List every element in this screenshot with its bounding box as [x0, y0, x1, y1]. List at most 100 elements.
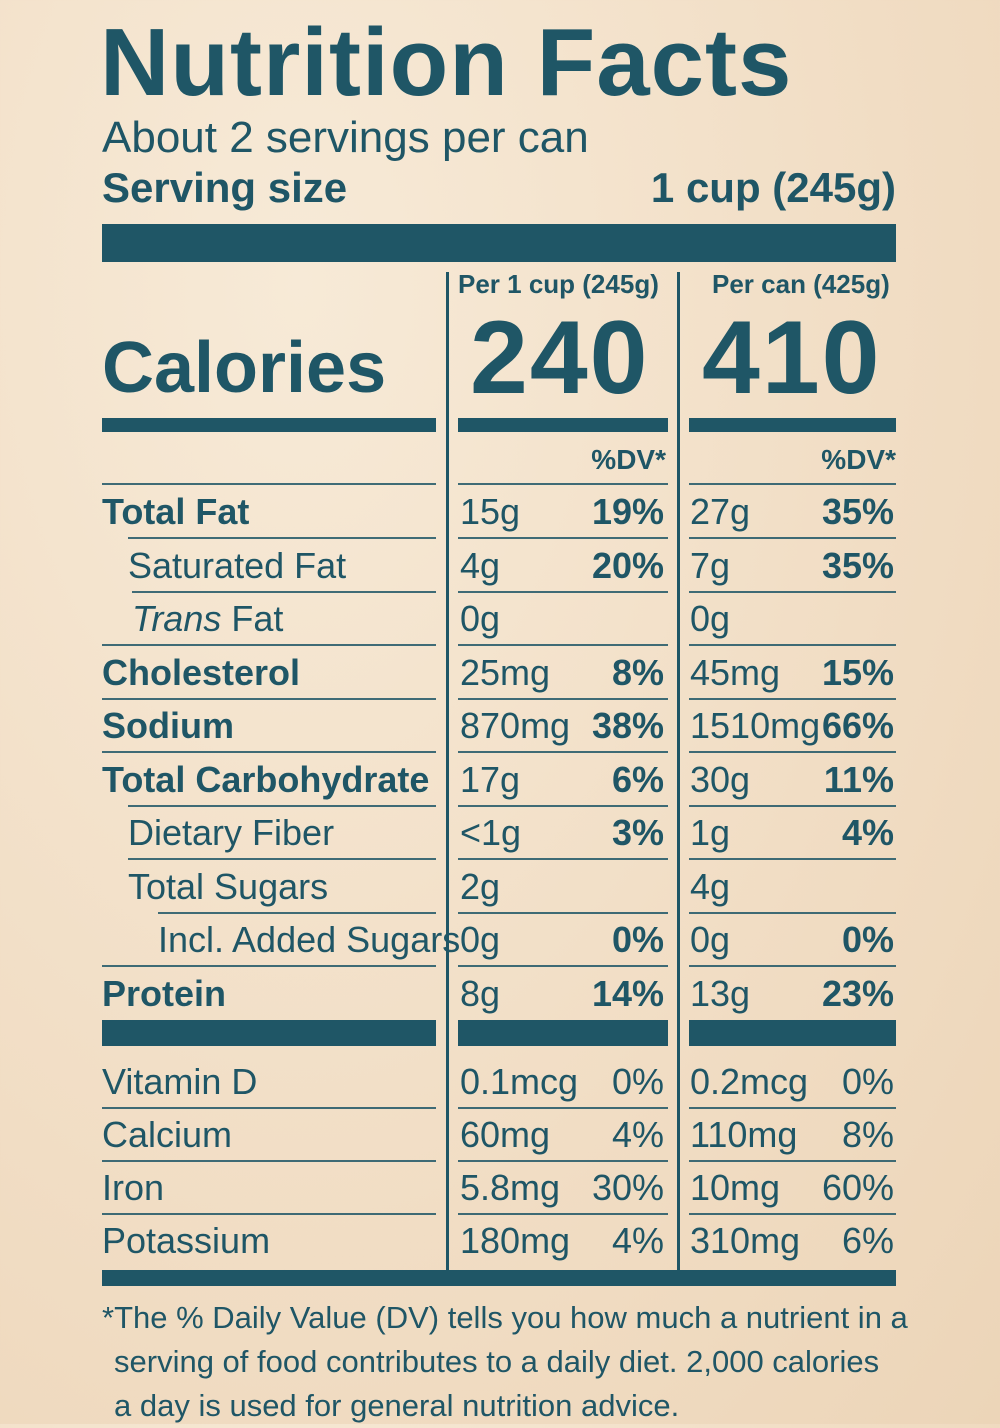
row-separator — [458, 590, 668, 593]
row-separator — [458, 858, 668, 860]
column-divider-1 — [446, 272, 449, 1272]
row-separator — [102, 751, 436, 753]
calories-bar-label — [102, 418, 436, 432]
dv-per-container: 11% — [823, 758, 894, 800]
dv-per-container: 6% — [841, 1220, 894, 1261]
micro-bar-serving — [458, 1020, 668, 1046]
nutrient-label: Total Fat — [102, 491, 250, 532]
dv-per-serving: 0% — [611, 1061, 664, 1102]
panel-title: Nutrition Facts — [100, 9, 793, 116]
row-separator — [102, 483, 436, 485]
micronutrient-label: Calcium — [102, 1114, 233, 1155]
row-separator — [458, 697, 668, 700]
row-separator — [458, 965, 668, 967]
dv-per-serving: 4% — [611, 1220, 664, 1261]
row-separator — [689, 911, 896, 914]
amount-per-serving: 0g — [460, 598, 501, 639]
servings-per-container: About 2 servings per can — [102, 113, 589, 162]
dv-per-container: 60% — [821, 1167, 894, 1208]
calories-label: Calories — [102, 328, 387, 408]
row-separator — [102, 1107, 436, 1109]
row-separator — [102, 697, 436, 700]
dv-per-container: 0% — [841, 1061, 894, 1102]
footnote-line-2: serving of food contributes to a daily d… — [114, 1344, 880, 1379]
dv-per-serving: 0% — [611, 919, 664, 960]
nutrient-label-italic: Trans — [132, 598, 222, 639]
per-serving-header: Per 1 cup (245g) — [458, 269, 659, 299]
micronutrient-label: Potassium — [102, 1220, 271, 1261]
dv-per-container: 35% — [821, 491, 894, 532]
amount-per-serving: <1g — [460, 812, 522, 853]
dv-per-serving: 38% — [591, 705, 664, 746]
amount-per-serving: 180mg — [460, 1220, 571, 1261]
footnote-line-1: *The % Daily Value (DV) tells you how mu… — [102, 1300, 908, 1335]
amount-per-serving: 0g — [460, 919, 501, 960]
footnote: *The % Daily Value (DV) tells you how mu… — [102, 1296, 908, 1428]
row-separator — [128, 537, 436, 539]
row-separator — [102, 1160, 436, 1162]
row-separator — [132, 590, 436, 593]
dv-per-serving: 4% — [611, 1114, 664, 1155]
serving-size-label: Serving size — [102, 164, 348, 211]
row-separator — [158, 911, 436, 914]
calories-bar-serving — [458, 418, 668, 432]
row-separator — [689, 1160, 896, 1162]
amount-per-container: 4g — [690, 865, 731, 907]
amount-per-container: 110mg — [690, 1114, 798, 1155]
row-separator — [458, 751, 668, 753]
micronutrient-label: Vitamin D — [102, 1061, 258, 1102]
dv-per-container: 15% — [821, 651, 894, 693]
amount-per-serving: 60mg — [460, 1114, 551, 1155]
row-separator — [458, 483, 668, 485]
dv-per-serving: 8% — [611, 651, 664, 693]
nutrient-label-text: Fat — [231, 598, 284, 639]
amount-per-container: 0.2mcg — [690, 1061, 809, 1102]
thick-divider-top — [102, 224, 896, 262]
amount-per-container: 1510mg — [690, 705, 821, 746]
nutrient-label: Cholesterol — [102, 651, 301, 693]
thick-divider-bottom — [102, 1270, 896, 1286]
dv-per-serving: 30% — [591, 1167, 664, 1208]
row-separator — [689, 1213, 896, 1215]
nutrient-label: Trans Fat — [132, 593, 283, 645]
amount-per-container: 0g — [690, 598, 731, 639]
amount-per-serving: 5.8mg — [460, 1167, 561, 1208]
dv-per-container: 66% — [821, 705, 894, 746]
calories-per-serving: 240 — [470, 300, 650, 416]
row-separator — [102, 644, 436, 646]
dv-per-container: 23% — [821, 972, 894, 1014]
amount-per-serving: 17g — [460, 758, 521, 800]
row-separator — [128, 858, 436, 860]
row-separator — [689, 804, 896, 807]
row-separator — [102, 965, 436, 967]
row-separator — [689, 751, 896, 753]
row-separator — [102, 1213, 436, 1215]
footnote-line-3: a day is used for general nutrition advi… — [114, 1388, 680, 1423]
amount-per-serving: 25mg — [460, 651, 551, 693]
row-separator — [458, 537, 668, 539]
row-separator — [458, 1160, 668, 1162]
amount-per-serving: 8g — [460, 972, 501, 1014]
row-separator — [689, 644, 896, 646]
amount-per-serving: 2g — [460, 865, 501, 907]
dv-per-serving: 3% — [611, 812, 664, 853]
dv-per-container: 8% — [841, 1114, 894, 1155]
row-separator — [458, 644, 668, 646]
dv-per-container: 35% — [821, 544, 894, 586]
micro-bar-container — [689, 1020, 896, 1046]
amount-per-container: 13g — [690, 972, 751, 1014]
dv-per-container: 0% — [841, 919, 894, 960]
nutrient-label: Total Sugars — [128, 865, 329, 907]
nutrient-label: Dietary Fiber — [128, 812, 335, 853]
amount-per-container: 7g — [690, 544, 731, 586]
serving-size-value: 1 cup (245g) — [650, 164, 896, 211]
amount-per-container: 1g — [690, 812, 731, 853]
row-separator — [689, 483, 896, 485]
row-separator — [689, 697, 896, 700]
nutrient-label: Protein — [102, 972, 227, 1014]
dv-per-container: 4% — [841, 812, 894, 853]
micronutrient-label: Iron — [102, 1167, 165, 1208]
calories-bar-container — [689, 418, 896, 432]
row-separator — [689, 965, 896, 967]
